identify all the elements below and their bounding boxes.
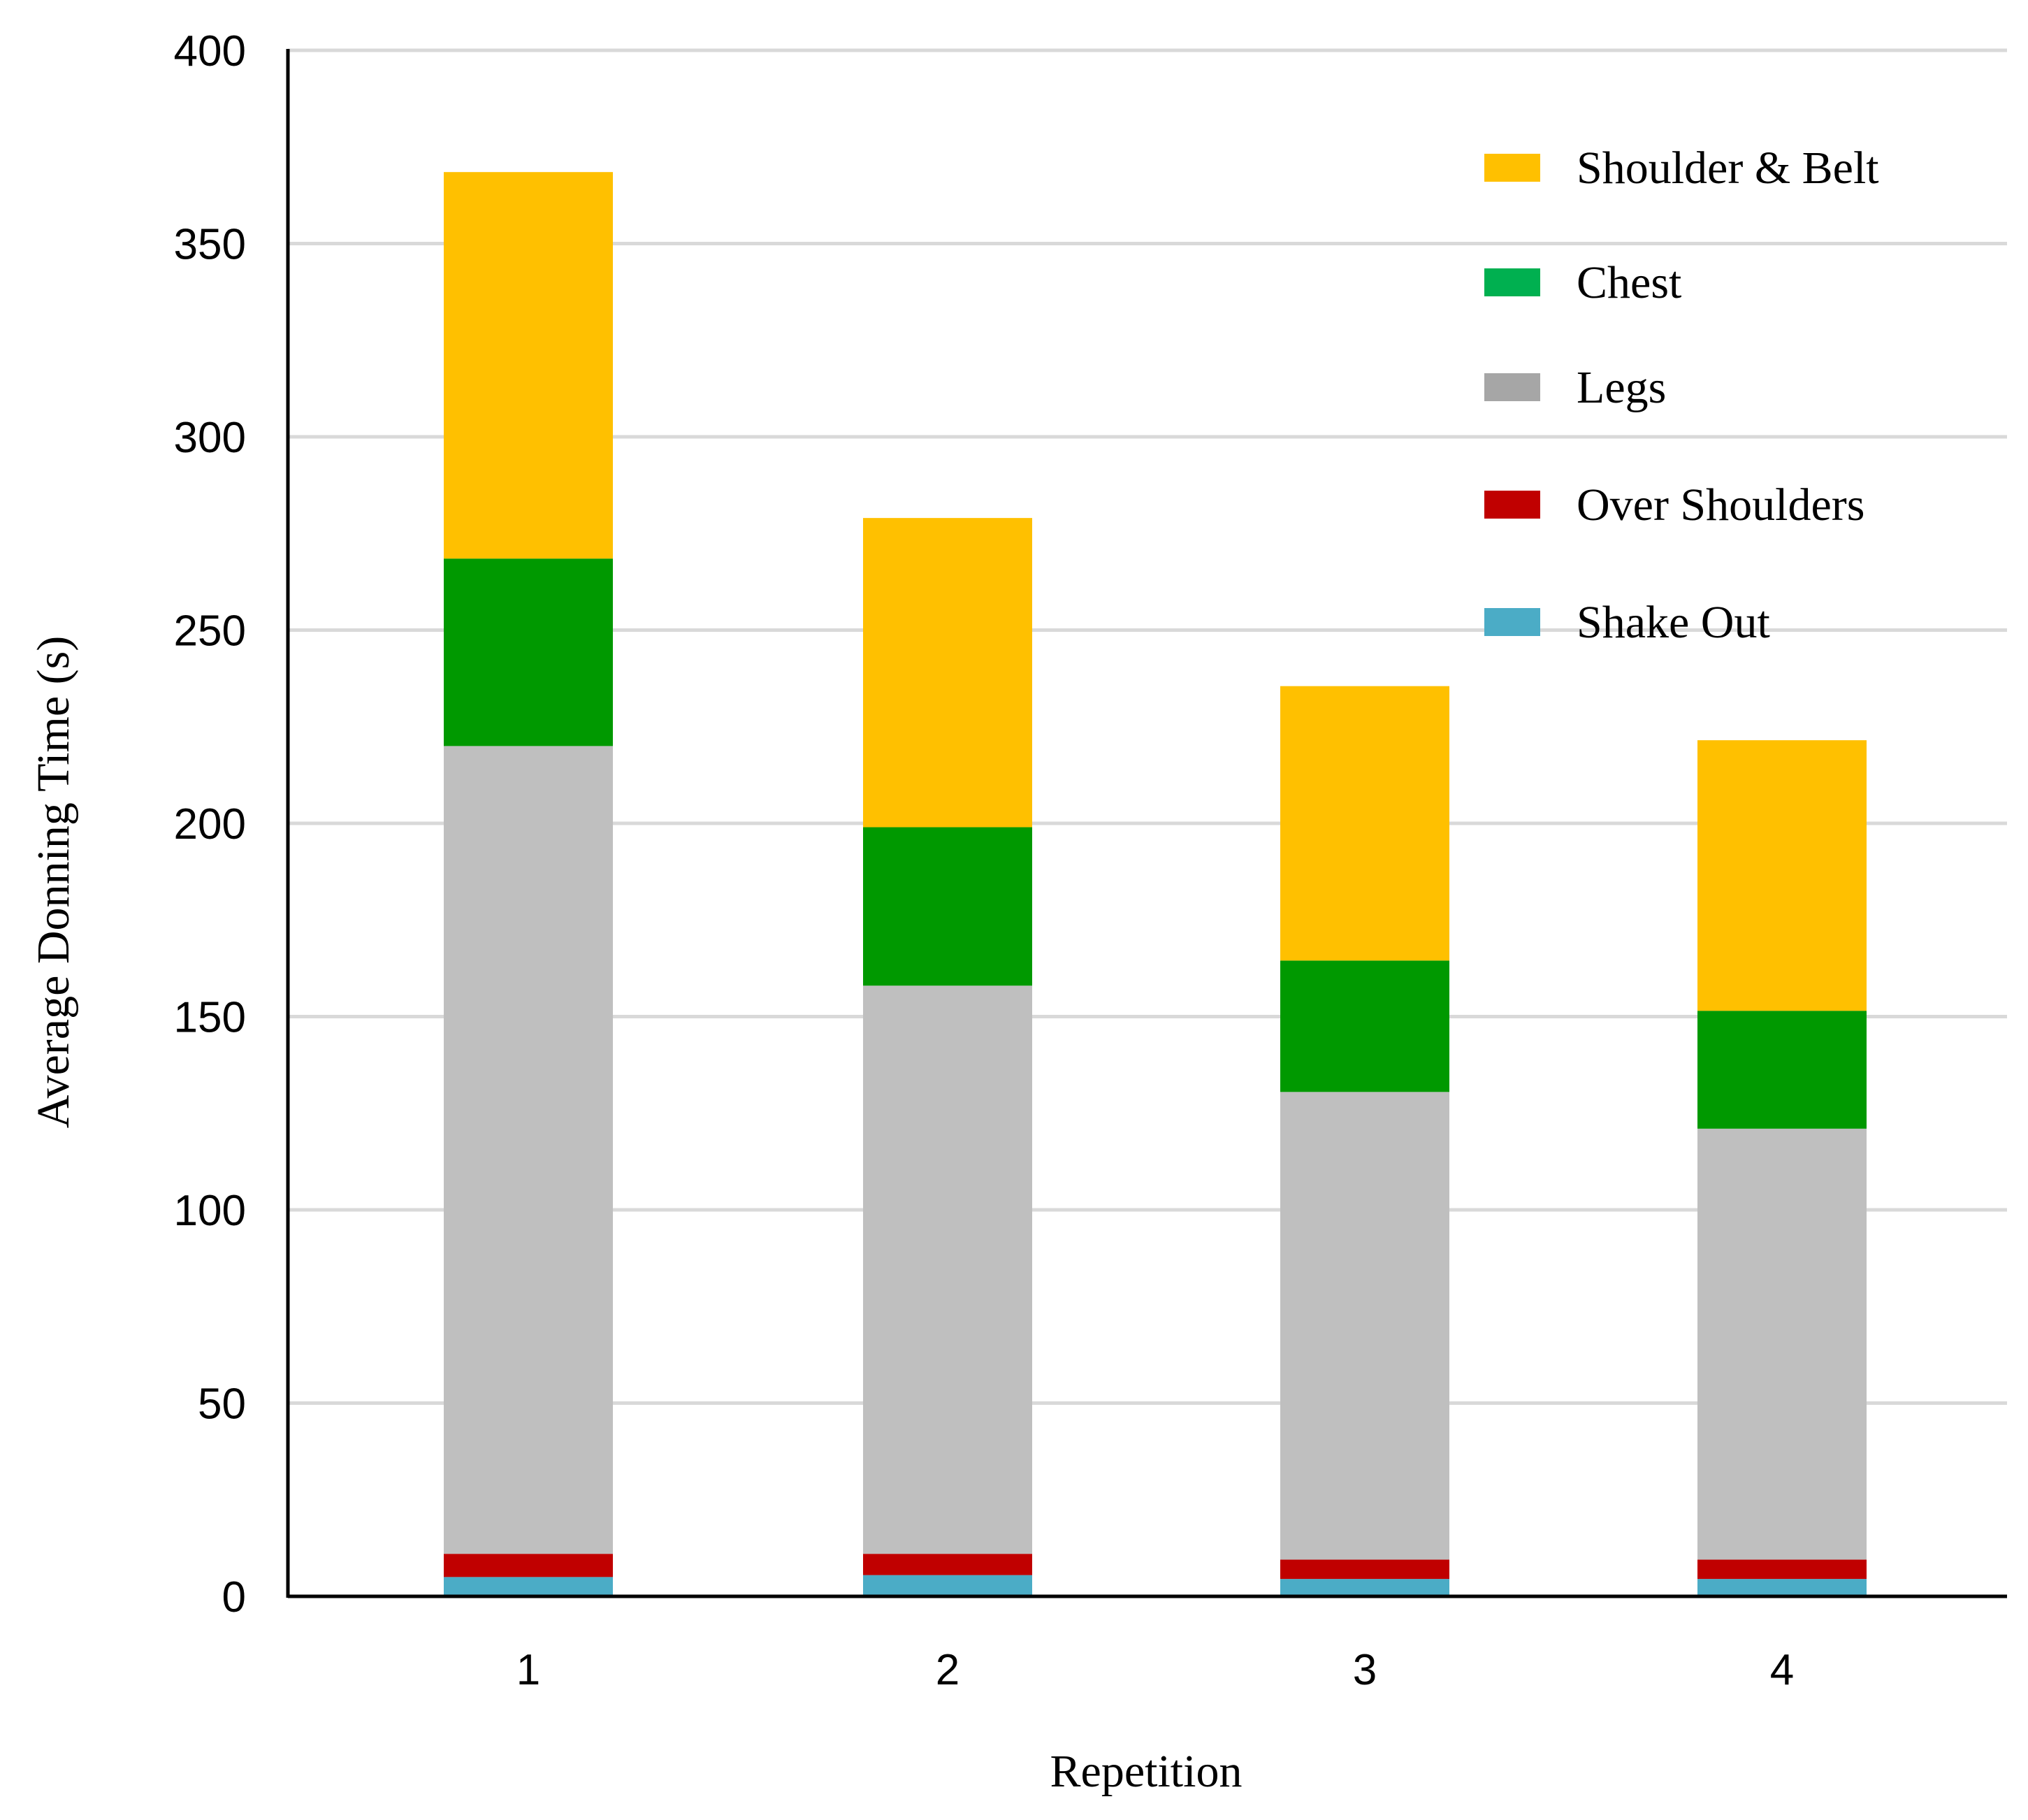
legend-label-shake-out: Shake Out	[1577, 597, 1770, 648]
bar-segment-shoulder-belt-rep-1	[444, 172, 613, 559]
legend-swatch-shoulder-belt	[1484, 154, 1540, 182]
y-tick-label: 50	[198, 1380, 246, 1429]
x-axis-title: Repetition	[1050, 1746, 1243, 1797]
y-tick-label: 350	[174, 221, 246, 269]
bar-segment-over-shoulders-rep-1	[444, 1554, 613, 1577]
legend-label-shoulder-belt: Shoulder & Belt	[1577, 143, 1879, 194]
bar-segment-shake-out-rep-1	[444, 1577, 613, 1596]
bar-segment-shake-out-rep-2	[863, 1575, 1032, 1596]
bars	[444, 172, 1867, 1596]
bar-segment-shoulder-belt-rep-2	[863, 518, 1032, 828]
y-tick-label: 400	[174, 27, 246, 75]
bar-segment-legs-rep-1	[444, 746, 613, 1554]
bar-segment-over-shoulders-rep-2	[863, 1554, 1032, 1575]
bar-segment-shake-out-rep-3	[1280, 1579, 1449, 1596]
y-tick-labels: 0 50 100 150 200 250 300 350 400	[174, 27, 246, 1622]
y-tick-label: 200	[174, 800, 246, 848]
bar-segment-legs-rep-4	[1697, 1128, 1867, 1560]
y-tick-label: 100	[174, 1187, 246, 1235]
legend-label-chest: Chest	[1577, 257, 1681, 308]
y-tick-label: 250	[174, 607, 246, 656]
bar-segment-chest-rep-2	[863, 827, 1032, 986]
legend-swatch-legs	[1484, 373, 1540, 401]
bar-segment-shake-out-rep-4	[1697, 1579, 1867, 1596]
bar-segment-chest-rep-1	[444, 558, 613, 746]
y-axis-title: Average Donning Time (s)	[28, 636, 79, 1129]
legend: Shoulder & Belt Chest Legs Over Shoulders Sh…	[1484, 143, 1879, 648]
legend-label-legs: Legs	[1577, 362, 1666, 413]
x-tick-label: 4	[1770, 1646, 1794, 1694]
bar-segment-chest-rep-3	[1280, 960, 1449, 1092]
legend-swatch-chest	[1484, 268, 1540, 296]
x-tick-labels: 1 2 3 4	[516, 1646, 1794, 1694]
bar-segment-over-shoulders-rep-4	[1697, 1559, 1867, 1580]
legend-label-over-shoulders: Over Shoulders	[1577, 479, 1864, 530]
legend-swatch-shake-out	[1484, 608, 1540, 636]
bar-segment-shoulder-belt-rep-4	[1697, 740, 1867, 1011]
y-tick-label: 150	[174, 994, 246, 1042]
x-tick-label: 1	[516, 1646, 540, 1694]
bar-segment-legs-rep-2	[863, 985, 1032, 1554]
y-tick-label: 300	[174, 414, 246, 462]
legend-swatch-over-shoulders	[1484, 491, 1540, 519]
y-tick-label: 0	[222, 1573, 246, 1622]
bar-segment-legs-rep-3	[1280, 1092, 1449, 1560]
x-tick-label: 2	[936, 1646, 959, 1694]
axes	[286, 49, 2007, 1598]
x-tick-label: 3	[1353, 1646, 1377, 1694]
bar-segment-chest-rep-4	[1697, 1011, 1867, 1129]
bar-segment-over-shoulders-rep-3	[1280, 1559, 1449, 1580]
bar-segment-shoulder-belt-rep-3	[1280, 686, 1449, 961]
